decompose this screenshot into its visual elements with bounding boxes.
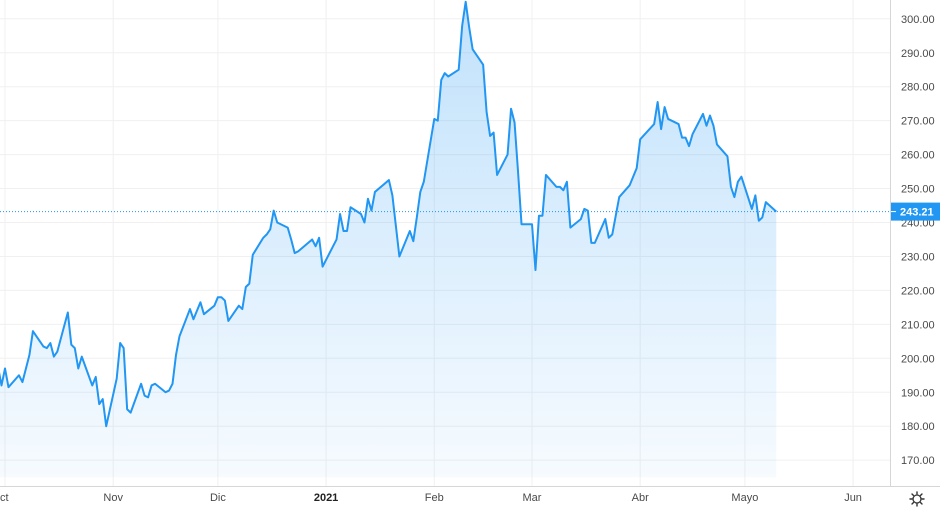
price-series <box>0 0 777 428</box>
y-tick-label: 190.00 <box>901 387 935 399</box>
x-tick-label: Nov <box>103 492 123 504</box>
y-tick-label: 250.00 <box>901 184 935 196</box>
y-tick-label: 300.00 <box>901 14 935 26</box>
last-price-label: 243.21 <box>900 207 934 219</box>
x-tick-label: Jun <box>844 492 862 504</box>
price-badge: 243.21 <box>891 202 940 221</box>
y-tick-label: 290.00 <box>901 48 935 60</box>
price-line <box>0 0 777 428</box>
price-area <box>0 1 777 478</box>
time-axis[interactable]: ct Nov Dic 2021 Feb Mar Abr Mayo Jun <box>0 492 862 504</box>
price-axis[interactable]: 170.00 180.00 190.00 200.00 210.00 220.00 230.… <box>901 14 935 467</box>
last-price-badge-bg <box>891 202 940 221</box>
x-tick-label: Dic <box>210 492 226 504</box>
settings-button[interactable] <box>906 488 928 510</box>
y-tick-label: 270.00 <box>901 116 935 128</box>
x-tick-label: Mayo <box>731 492 758 504</box>
y-tick-label: 180.00 <box>901 421 935 433</box>
x-tick-label: Mar <box>523 492 542 504</box>
y-tick-label: 170.00 <box>901 455 935 467</box>
price-area-fill <box>0 1 777 478</box>
x-tick-label: 2021 <box>314 492 338 504</box>
y-tick-label: 230.00 <box>901 251 935 263</box>
y-tick-label: 280.00 <box>901 82 935 94</box>
x-tick-label: Abr <box>632 492 649 504</box>
y-tick-label: 200.00 <box>901 353 935 365</box>
x-tick-label: ct <box>0 492 9 504</box>
y-tick-label: 260.00 <box>901 150 935 162</box>
gear-icon <box>909 491 925 507</box>
y-tick-label: 220.00 <box>901 285 935 297</box>
y-tick-label: 210.00 <box>901 319 935 331</box>
x-tick-label: Feb <box>425 492 444 504</box>
